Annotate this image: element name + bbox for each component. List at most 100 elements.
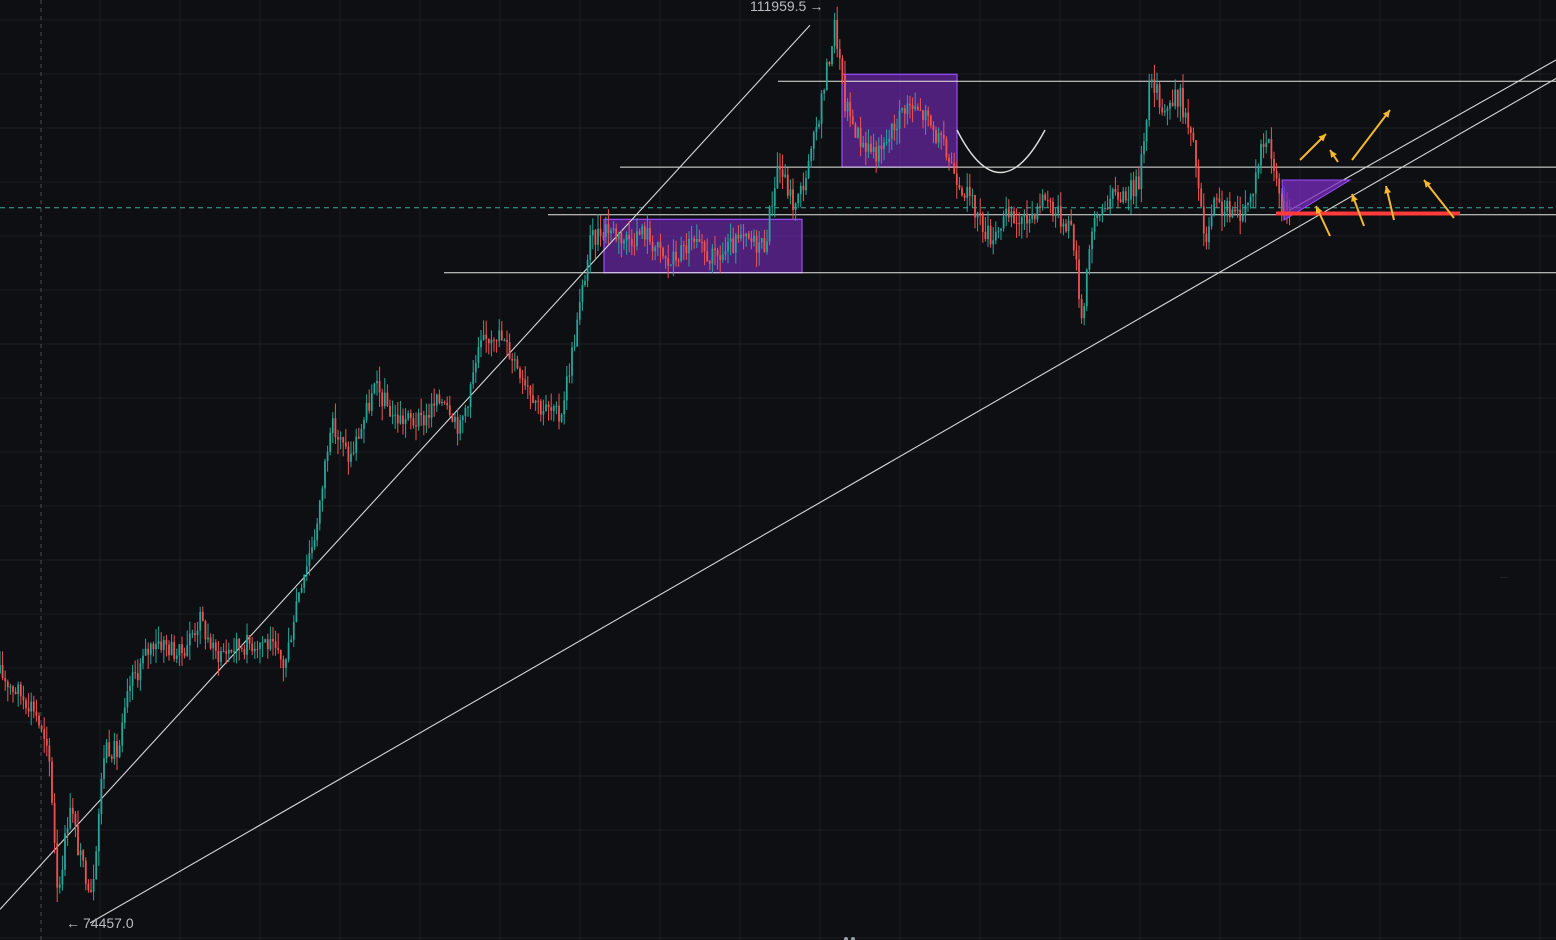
candle-body bbox=[516, 359, 519, 369]
candle-body bbox=[448, 405, 451, 416]
candle-body bbox=[64, 833, 66, 870]
candle-body bbox=[880, 145, 883, 150]
candle-body bbox=[381, 392, 384, 407]
candle-body bbox=[1018, 223, 1021, 225]
candle-body bbox=[1124, 191, 1127, 201]
candle-body bbox=[755, 235, 758, 253]
candle-body bbox=[672, 251, 675, 265]
candle-body bbox=[760, 238, 763, 243]
candle-body bbox=[313, 540, 316, 548]
candle-body bbox=[227, 649, 230, 654]
candle-body bbox=[480, 340, 482, 348]
candle-body bbox=[508, 342, 511, 359]
arrow-head-icon bbox=[1330, 150, 1337, 158]
candle-body bbox=[1267, 139, 1270, 143]
candle-body bbox=[909, 103, 911, 106]
candle-body bbox=[630, 239, 633, 246]
candle-body bbox=[1223, 211, 1226, 216]
candle-body bbox=[792, 189, 794, 210]
candle-body bbox=[984, 231, 987, 239]
candle-body bbox=[409, 413, 412, 419]
arrow-head-icon bbox=[1315, 206, 1323, 214]
candle-body bbox=[253, 648, 256, 652]
candle-body bbox=[1213, 198, 1216, 215]
candle-body bbox=[196, 630, 199, 636]
candle-body bbox=[1169, 102, 1171, 109]
candle-body bbox=[732, 238, 735, 253]
candle-body bbox=[441, 401, 443, 404]
candle-body bbox=[571, 347, 573, 376]
candle-body bbox=[763, 238, 766, 252]
candle-body bbox=[563, 400, 566, 415]
candle-body bbox=[352, 452, 355, 454]
candle-body bbox=[474, 362, 477, 373]
candle-body bbox=[1085, 269, 1088, 307]
candle-body bbox=[368, 402, 371, 411]
candle-body bbox=[628, 234, 631, 240]
candle-body bbox=[558, 405, 560, 422]
candle-body bbox=[1176, 89, 1179, 107]
candle-body bbox=[802, 185, 805, 191]
candle-body bbox=[212, 642, 215, 649]
candle-body bbox=[90, 890, 92, 892]
candle-body bbox=[1078, 259, 1080, 299]
candle-body bbox=[201, 611, 204, 621]
candle-body bbox=[1182, 87, 1184, 118]
candle-body bbox=[116, 741, 118, 758]
candle-body bbox=[615, 228, 618, 240]
candle-body bbox=[438, 394, 441, 404]
candle-body bbox=[162, 640, 165, 650]
candle-body bbox=[740, 234, 742, 239]
candle-body bbox=[1270, 139, 1273, 159]
candle-body bbox=[35, 711, 38, 716]
candle-body bbox=[1122, 191, 1125, 203]
candle-body bbox=[84, 860, 87, 884]
candle-body bbox=[675, 251, 677, 261]
candle-body bbox=[688, 239, 690, 254]
candle-body bbox=[914, 106, 917, 109]
candle-body bbox=[1257, 165, 1260, 173]
candle-body bbox=[844, 74, 846, 112]
candle-body bbox=[568, 375, 571, 377]
candle-body bbox=[1119, 199, 1122, 203]
candle-body bbox=[157, 641, 160, 644]
candle-body bbox=[854, 124, 857, 138]
candle-body bbox=[721, 254, 724, 260]
candle-body bbox=[511, 358, 514, 361]
candle-body bbox=[719, 255, 722, 260]
candle-body bbox=[1260, 143, 1262, 166]
candle-body bbox=[238, 638, 241, 648]
candle-body bbox=[95, 851, 98, 879]
candle-body bbox=[485, 334, 488, 339]
candle-body bbox=[929, 115, 932, 126]
candle-body bbox=[1135, 176, 1138, 197]
candle-body bbox=[1226, 201, 1229, 212]
pause-icon[interactable] bbox=[844, 932, 864, 940]
candle-body bbox=[1101, 208, 1104, 216]
candle-body bbox=[937, 133, 940, 143]
candle-body bbox=[1179, 87, 1182, 107]
candle-body bbox=[539, 400, 542, 415]
candle-body bbox=[404, 419, 407, 424]
candle-body bbox=[1278, 178, 1281, 194]
candle-body bbox=[519, 368, 521, 379]
candle-body bbox=[40, 725, 43, 730]
candle-body bbox=[420, 412, 423, 416]
candle-body bbox=[698, 238, 701, 242]
candle-body bbox=[987, 225, 989, 239]
candle-body bbox=[682, 245, 685, 247]
candle-body bbox=[955, 173, 958, 185]
candle-body bbox=[1132, 180, 1135, 197]
candle-body bbox=[45, 738, 48, 746]
candle-body bbox=[893, 123, 896, 131]
candle-body bbox=[92, 878, 95, 892]
candle-body bbox=[235, 638, 238, 652]
candle-body bbox=[27, 708, 30, 712]
candle-body bbox=[311, 547, 313, 553]
candle-body bbox=[181, 644, 183, 653]
candle-body bbox=[927, 110, 930, 116]
candle-body bbox=[6, 681, 9, 688]
candle-body bbox=[1236, 209, 1239, 212]
